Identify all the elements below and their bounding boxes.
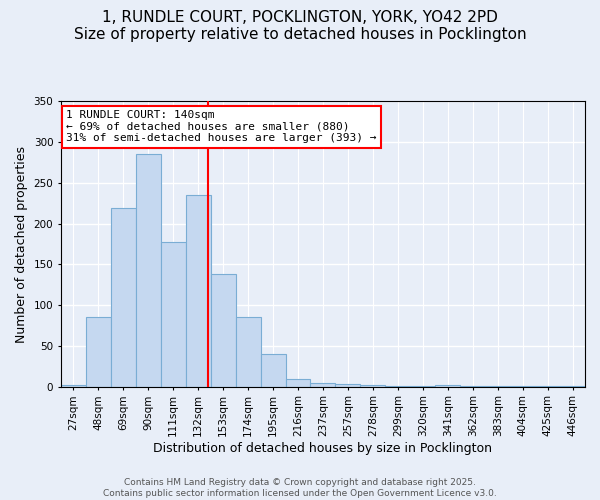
Bar — [211, 274, 236, 386]
Y-axis label: Number of detached properties: Number of detached properties — [15, 146, 28, 342]
X-axis label: Distribution of detached houses by size in Pocklington: Distribution of detached houses by size … — [154, 442, 493, 455]
Bar — [111, 208, 136, 386]
Bar — [86, 318, 111, 386]
Text: 1, RUNDLE COURT, POCKLINGTON, YORK, YO42 2PD
Size of property relative to detach: 1, RUNDLE COURT, POCKLINGTON, YORK, YO42… — [74, 10, 526, 42]
Bar — [310, 382, 335, 386]
Bar — [335, 384, 361, 386]
Bar — [161, 242, 186, 386]
Bar — [260, 354, 286, 386]
Bar — [61, 385, 86, 386]
Bar — [236, 318, 260, 386]
Bar — [136, 154, 161, 386]
Bar — [361, 385, 385, 386]
Bar — [435, 385, 460, 386]
Text: 1 RUNDLE COURT: 140sqm
← 69% of detached houses are smaller (880)
31% of semi-de: 1 RUNDLE COURT: 140sqm ← 69% of detached… — [66, 110, 377, 143]
Text: Contains HM Land Registry data © Crown copyright and database right 2025.
Contai: Contains HM Land Registry data © Crown c… — [103, 478, 497, 498]
Bar — [286, 378, 310, 386]
Bar — [186, 195, 211, 386]
